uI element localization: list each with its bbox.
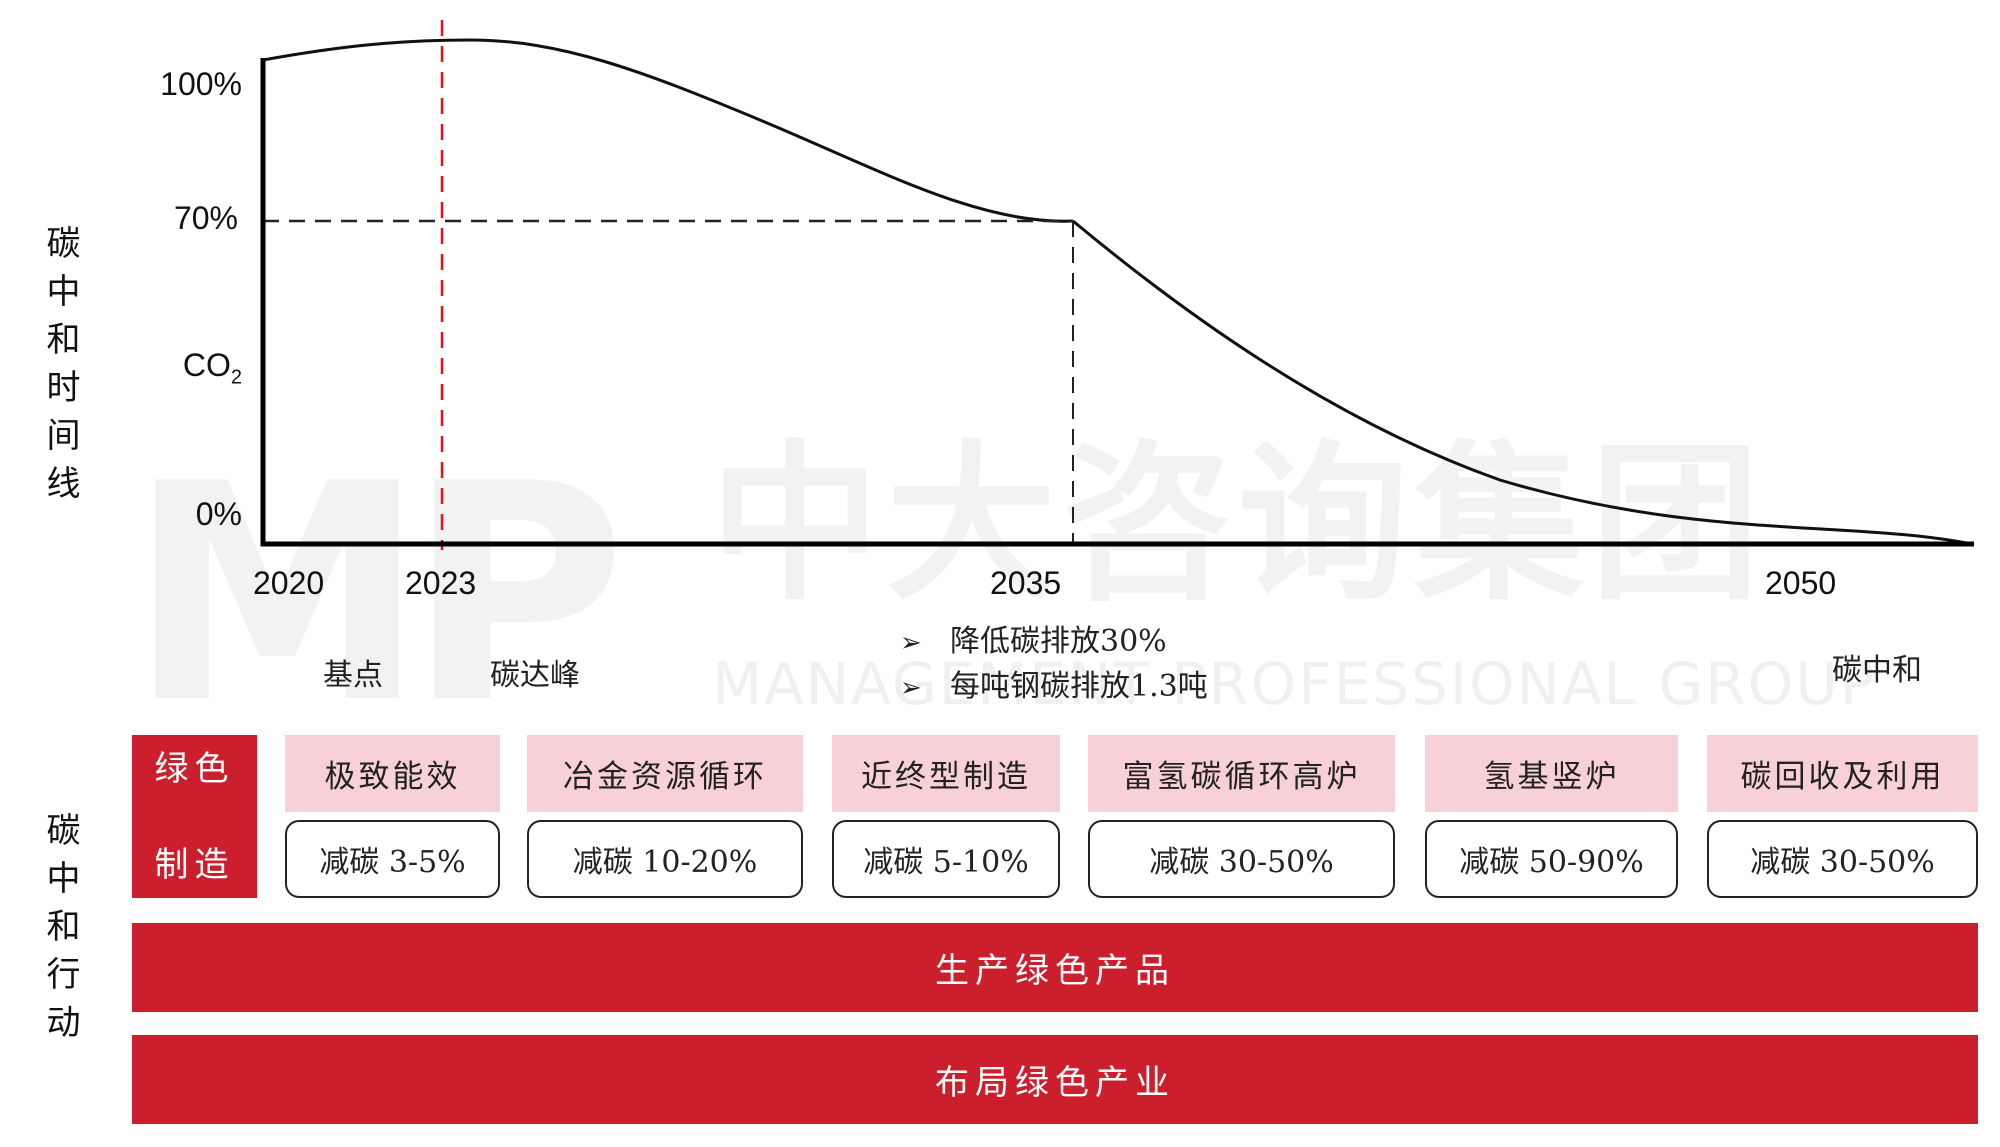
- watermark-logo: MP: [128, 420, 626, 769]
- co2-subscript: 2: [230, 366, 242, 389]
- action-title: 碳回收及利用: [1707, 735, 1978, 812]
- timeline-chart: [260, 20, 1974, 550]
- action-reduction: 减碳 30-50%: [1707, 820, 1978, 898]
- action-title: 极致能效: [285, 735, 500, 812]
- x-label-2023: 2023: [405, 565, 477, 601]
- action-title: 冶金资源循环: [527, 735, 803, 812]
- action-reduction: 减碳 5-10%: [832, 820, 1060, 898]
- category-line-2: 制造: [154, 844, 235, 885]
- target-item: ➢ 每吨钢碳排放1.3吨: [900, 665, 1208, 710]
- x-label-2035: 2035: [990, 565, 1062, 601]
- action-title: 氢基竖炉: [1425, 735, 1678, 812]
- target-text: 每吨钢碳排放1.3吨: [950, 669, 1208, 704]
- targets-2035: ➢ 降低碳排放30% ➢ 每吨钢碳排放1.3吨: [900, 620, 1208, 710]
- milestone-peak: 碳达峰: [490, 658, 580, 693]
- milestone-neutral: 碳中和: [1832, 653, 1922, 688]
- y-label-co2: CO2: [122, 347, 242, 389]
- green-products-bar: 生产绿色产品: [132, 923, 1978, 1012]
- action-reduction: 减碳 50-90%: [1425, 820, 1678, 898]
- watermark-company-cn: 中大咨询集团: [710, 426, 1767, 624]
- x-label-2020: 2020: [253, 565, 325, 601]
- arrow-bullet-icon: ➢: [900, 628, 922, 658]
- action-reduction: 减碳 3-5%: [285, 820, 500, 898]
- y-label-0: 0%: [195, 496, 242, 532]
- action-reduction: 减碳 10-20%: [527, 820, 803, 898]
- milestone-base: 基点: [323, 658, 383, 693]
- x-label-2050: 2050: [1765, 565, 1837, 601]
- y-label-70: 70%: [173, 200, 238, 236]
- y-label-100: 100%: [160, 66, 242, 102]
- actions-side-label: 碳中和行动: [35, 812, 80, 1066]
- category-line-1: 绿色: [154, 748, 235, 789]
- target-text: 降低碳排放30%: [950, 624, 1167, 659]
- emission-curve: [262, 38, 1973, 546]
- timeline-side-label-text: 碳中和时间线: [40, 225, 80, 513]
- action-reduction: 减碳 30-50%: [1088, 820, 1395, 898]
- watermark-company-en: MANAGEMENT PROFESSIONAL GROUP: [712, 650, 1877, 718]
- actions-side-label-text: 碳中和行动: [40, 812, 80, 1052]
- target-item: ➢ 降低碳排放30%: [900, 620, 1208, 665]
- action-title: 近终型制造: [832, 735, 1060, 812]
- green-manufacturing-category: 绿色 制造: [132, 735, 257, 898]
- green-industry-bar: 布局绿色产业: [132, 1035, 1978, 1124]
- arrow-bullet-icon: ➢: [900, 673, 922, 703]
- action-title: 富氢碳循环高炉: [1088, 735, 1395, 812]
- timeline-side-label: 碳中和时间线: [35, 225, 80, 527]
- co2-base: CO: [182, 347, 231, 383]
